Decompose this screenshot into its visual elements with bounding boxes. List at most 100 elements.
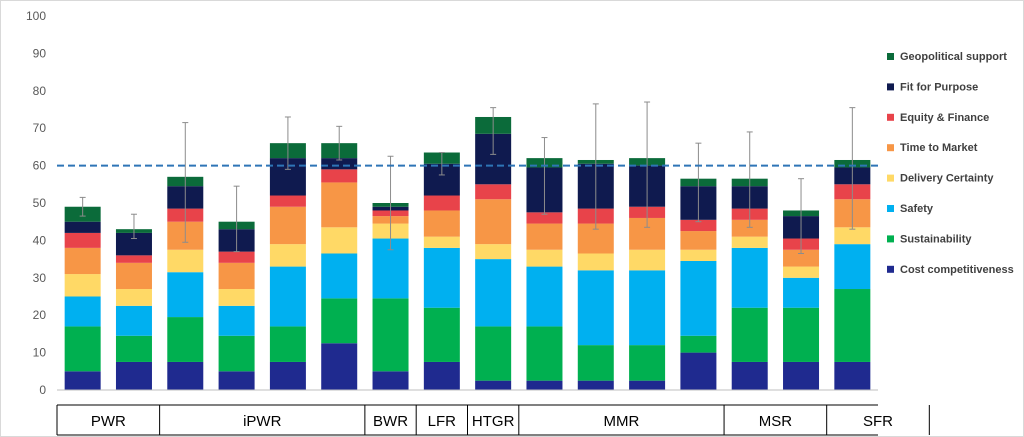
bar-segment-sustainability bbox=[269, 326, 306, 362]
group-label-pwr: PWR bbox=[91, 413, 126, 430]
y-tick-label: 70 bbox=[33, 121, 47, 135]
bar-segment-cost-competitiveness bbox=[680, 352, 717, 390]
legend-label-equity-finance: Equity & Finance bbox=[900, 112, 989, 124]
legend-swatch-time-to-market bbox=[887, 144, 894, 152]
bar-segment-delivery-certainty bbox=[629, 249, 666, 271]
legend-swatch-safety bbox=[887, 205, 894, 212]
bar-segment-safety bbox=[475, 259, 512, 327]
bar-segment-cost-competitiveness bbox=[731, 361, 768, 390]
bar-segment-time-to-market bbox=[218, 262, 255, 290]
bar-segment-safety bbox=[423, 247, 460, 308]
bar-segment-delivery-certainty bbox=[269, 244, 306, 267]
bar-segment-cost-competitiveness bbox=[423, 361, 460, 390]
bar-segment-cost-competitiveness bbox=[372, 371, 409, 390]
y-tick-label: 80 bbox=[33, 84, 47, 98]
bar-segment-delivery-certainty bbox=[834, 227, 871, 245]
legend-swatch-geopolitical-support bbox=[887, 53, 894, 60]
bar-segment-delivery-certainty bbox=[115, 289, 152, 306]
bar-segment-time-to-market bbox=[423, 210, 460, 237]
bar-segment-safety bbox=[577, 270, 614, 346]
group-label-sfr: SFR bbox=[863, 413, 893, 430]
y-tick-label: 20 bbox=[33, 308, 47, 322]
bar-segment-time-to-market bbox=[269, 206, 306, 245]
bar-segment-cost-competitiveness bbox=[321, 343, 358, 390]
bar-segment-time-to-market bbox=[321, 182, 358, 228]
legend-swatch-fit-for-purpose bbox=[887, 83, 894, 91]
bar-segment-delivery-certainty bbox=[680, 249, 717, 261]
bar-segment-equity-finance bbox=[526, 212, 563, 224]
y-tick-label: 60 bbox=[33, 159, 47, 173]
bar-segment-equity-finance bbox=[115, 255, 152, 263]
bar-segment-equity-finance bbox=[475, 184, 512, 200]
y-tick-label: 100 bbox=[26, 9, 46, 23]
bar-segment-sustainability bbox=[731, 307, 768, 362]
y-tick-label: 0 bbox=[39, 383, 46, 397]
bar-segment-safety bbox=[269, 266, 306, 327]
bar-segment-delivery-certainty bbox=[783, 266, 820, 278]
bar-segment-sustainability bbox=[475, 326, 512, 381]
bar-segment-delivery-certainty bbox=[731, 236, 768, 248]
bar-segment-sustainability bbox=[577, 345, 614, 381]
bar-segment-time-to-market bbox=[526, 223, 563, 250]
bar-segment-time-to-market bbox=[64, 247, 101, 275]
legend-label-time-to-market: Time to Market bbox=[900, 142, 978, 154]
bar-segment-safety bbox=[629, 270, 666, 346]
bar-segment-delivery-certainty bbox=[577, 253, 614, 271]
bar-segment-sustainability bbox=[321, 298, 358, 344]
bar-segment-delivery-certainty bbox=[167, 249, 204, 273]
y-tick-label: 30 bbox=[33, 271, 47, 285]
legend-swatch-cost-competitiveness bbox=[887, 265, 894, 273]
bar-segment-delivery-certainty bbox=[475, 244, 512, 260]
bar-segment-equity-finance bbox=[321, 169, 358, 183]
legend-label-safety: Safety bbox=[900, 203, 934, 215]
legend-swatch-delivery-certainty bbox=[887, 174, 894, 182]
y-tick-label: 40 bbox=[33, 233, 47, 247]
bar-segment-sustainability bbox=[64, 326, 101, 372]
bar-segment-delivery-certainty bbox=[321, 227, 358, 254]
bar-segment-safety bbox=[783, 277, 820, 308]
bar-segment-cost-competitiveness bbox=[218, 371, 255, 390]
bar-segment-time-to-market bbox=[783, 249, 820, 267]
bar-segment-cost-competitiveness bbox=[834, 361, 871, 390]
bar-segment-time-to-market bbox=[115, 262, 152, 290]
bar-segment-cost-competitiveness bbox=[629, 380, 666, 390]
bar-segment-time-to-market bbox=[680, 231, 717, 250]
bar-segment-equity-finance bbox=[680, 219, 717, 232]
bar-segment-safety bbox=[64, 296, 101, 327]
legend-swatch-sustainability bbox=[887, 235, 894, 243]
bar-segment-delivery-certainty bbox=[218, 289, 255, 306]
bar-segment-delivery-certainty bbox=[423, 236, 460, 248]
group-label-lfr: LFR bbox=[428, 413, 457, 430]
bar-segment-time-to-market bbox=[475, 199, 512, 245]
bar-segment-cost-competitiveness bbox=[64, 371, 101, 390]
bar-segment-sustainability bbox=[680, 335, 717, 353]
bar-segment-sustainability bbox=[423, 307, 460, 362]
bar-segment-fit-for-purpose bbox=[321, 158, 358, 170]
bar-segment-equity-finance bbox=[423, 195, 460, 211]
group-label-mmr: MMR bbox=[604, 413, 640, 430]
bar-segment-fit-for-purpose bbox=[115, 232, 152, 256]
bar-segment-cost-competitiveness bbox=[115, 361, 152, 390]
bar-segment-safety bbox=[680, 260, 717, 336]
bar-segment-cost-competitiveness bbox=[577, 380, 614, 390]
bar-segment-safety bbox=[834, 244, 871, 290]
legend-label-fit-for-purpose: Fit for Purpose bbox=[900, 81, 978, 93]
bar-segment-safety bbox=[321, 253, 358, 299]
legend-swatch-equity-finance bbox=[887, 113, 894, 121]
bar-segment-time-to-market bbox=[731, 219, 768, 237]
bar-segment-cost-competitiveness bbox=[269, 361, 306, 390]
bar-segment-sustainability bbox=[783, 307, 820, 362]
bar-segment-fit-for-purpose bbox=[64, 221, 101, 233]
bar-segment-cost-competitiveness bbox=[783, 361, 820, 390]
bar-segment-sustainability bbox=[834, 289, 871, 362]
group-label-msr: MSR bbox=[759, 413, 793, 430]
bar-segment-equity-finance bbox=[64, 232, 101, 248]
y-tick-label: 10 bbox=[33, 346, 47, 360]
bar-segment-sustainability bbox=[115, 335, 152, 362]
y-tick-label: 50 bbox=[33, 196, 47, 210]
bar-segment-sustainability bbox=[629, 345, 666, 381]
bar-segment-sustainability bbox=[218, 335, 255, 372]
legend-label-geopolitical-support: Geopolitical support bbox=[900, 51, 1007, 63]
bar-segment-safety bbox=[167, 272, 204, 318]
